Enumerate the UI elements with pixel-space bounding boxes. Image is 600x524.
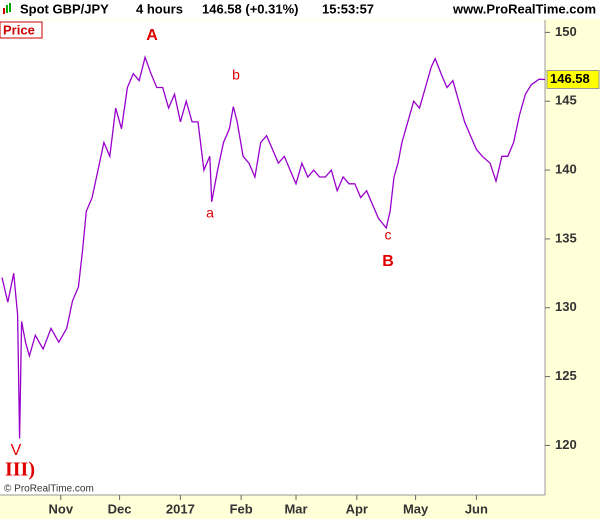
y-tick-label: 130 xyxy=(555,299,577,314)
x-tick-label: 2017 xyxy=(166,501,195,516)
wave-label: c xyxy=(385,227,392,243)
x-tick-label: Feb xyxy=(230,501,253,516)
price-line xyxy=(1,54,546,439)
plot-area xyxy=(0,20,545,495)
panel-label-box xyxy=(0,21,43,39)
wave-label: III) xyxy=(5,459,35,481)
last-price-label: 146.58 xyxy=(550,71,590,86)
wave-label: a xyxy=(206,205,214,221)
y-tick-label: 120 xyxy=(555,437,577,452)
logo xyxy=(3,3,11,14)
copyright: © ProRealTime.com xyxy=(4,484,94,495)
wave-label: b xyxy=(232,67,240,83)
header-bar xyxy=(0,0,600,19)
x-tick-label: May xyxy=(403,501,429,516)
quote: 146.58 (+0.31%) xyxy=(202,1,298,16)
wave-label: A xyxy=(146,27,158,44)
wave-label: V xyxy=(11,442,22,459)
x-tick-label: Dec xyxy=(108,501,132,516)
wave-label: B xyxy=(382,253,394,270)
last-price-tag xyxy=(546,69,600,89)
x-tick-label: Jun xyxy=(465,501,488,516)
y-tick-label: 135 xyxy=(555,230,577,245)
y-tick-label: 145 xyxy=(555,93,577,108)
period: 4 hours xyxy=(136,1,183,16)
site: www.ProRealTime.com xyxy=(452,1,596,16)
panel-label: Price xyxy=(3,22,35,37)
time: 15:53:57 xyxy=(322,1,374,16)
symbol: Spot GBP/JPY xyxy=(20,1,109,16)
y-tick-label: 140 xyxy=(555,162,577,177)
x-tick-label: Apr xyxy=(346,501,368,516)
y-tick-label: 125 xyxy=(555,368,577,383)
y-tick-label: 150 xyxy=(555,24,577,39)
x-tick-label: Mar xyxy=(284,501,307,516)
x-tick-label: Nov xyxy=(48,501,73,516)
